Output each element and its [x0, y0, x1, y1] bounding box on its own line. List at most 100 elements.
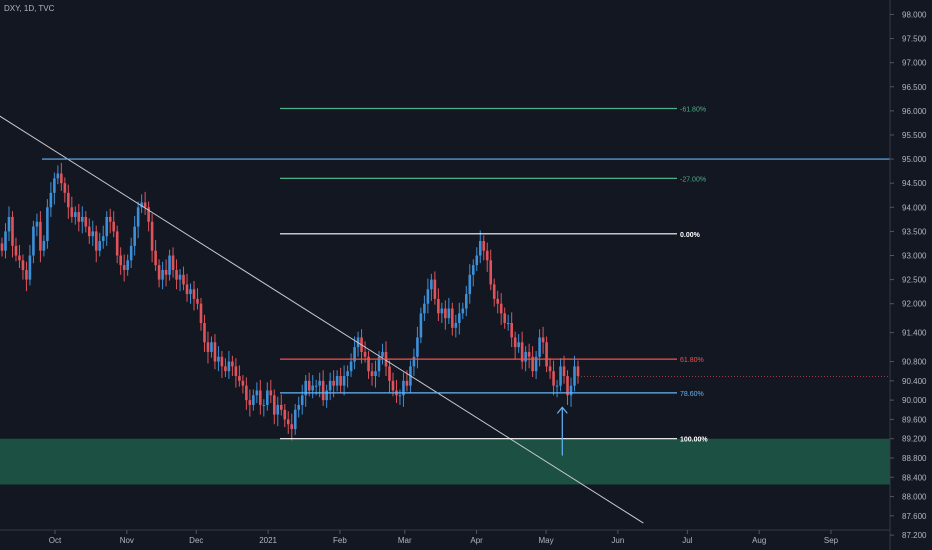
candle-body: [231, 361, 234, 367]
candle-body: [433, 279, 437, 299]
price-tick-label: 93.000: [902, 252, 927, 261]
price-tick-label: 95.500: [902, 131, 927, 140]
price-axis[interactable]: 98.000 97.500 97.000 96.500 96.000 95.500 95.0…: [889, 0, 932, 550]
price-tick-label: 91.400: [902, 329, 927, 338]
candle-body: [318, 380, 321, 386]
candle-body: [279, 404, 283, 410]
candle-body: [171, 255, 175, 270]
candle-body: [283, 409, 287, 420]
price-tick-label: 96.500: [902, 83, 927, 92]
fib-level-label: -61.80%: [680, 106, 706, 113]
price-axis-bg: [890, 0, 932, 550]
candle-body: [224, 366, 227, 372]
symbol-label: DXY, 1D, TVC: [4, 4, 55, 13]
candle-body: [562, 366, 566, 377]
candle-body: [482, 241, 486, 251]
candle-body: [576, 366, 580, 377]
candle-body: [510, 322, 513, 338]
candle-body: [248, 400, 252, 405]
candle-body: [496, 298, 500, 304]
candle-body: [307, 380, 311, 391]
candle-body: [559, 366, 562, 386]
candle-body: [541, 337, 545, 343]
candle-body: [464, 294, 468, 309]
candle-body: [67, 192, 70, 208]
price-tick-label: 93.500: [902, 227, 927, 236]
candle-body: [14, 245, 18, 256]
candle-body: [56, 173, 60, 179]
candle-body: [32, 226, 35, 256]
time-axis[interactable]: Oct Nov Dec 2021 Feb Mar Apr May Jun Jul Aug Sep: [0, 529, 890, 545]
candle-body: [381, 351, 384, 357]
candle-body: [122, 265, 126, 270]
candle-body: [552, 371, 555, 386]
candle-body: [398, 395, 402, 397]
candle-body: [377, 356, 381, 372]
candle-body: [454, 322, 458, 328]
candle-body: [245, 385, 248, 401]
candle-body: [513, 337, 517, 348]
candle-body: [105, 216, 109, 237]
candle-body: [140, 202, 143, 208]
candle-body: [304, 380, 308, 396]
candle-body: [478, 241, 482, 256]
fib-level-label: -27.00%: [680, 176, 706, 183]
candle-body: [0, 243, 4, 251]
candle-body: [164, 269, 168, 275]
price-tick-label: 89.200: [902, 435, 927, 444]
candle-body: [185, 284, 189, 295]
candle-body: [503, 313, 506, 323]
price-tick-label: 88.400: [902, 473, 927, 482]
candle-body: [286, 419, 290, 425]
candle-body: [430, 279, 433, 290]
candle-body: [272, 395, 276, 415]
candle-body: [269, 390, 273, 396]
candle-body: [25, 269, 28, 280]
price-tick-label: 95.000: [902, 155, 927, 164]
time-tick-label: Mar: [398, 536, 412, 545]
candle-body: [189, 289, 192, 295]
candle-body: [136, 207, 140, 227]
time-tick-label: May: [539, 536, 554, 545]
candle-body: [203, 322, 206, 343]
candle-body: [206, 342, 210, 352]
candle-body: [451, 308, 454, 328]
candle-body: [28, 255, 32, 280]
price-tick-label: 92.000: [902, 300, 927, 309]
candle-body: [11, 216, 14, 246]
fib-level-label: 100.00%: [680, 437, 708, 444]
candle-body: [290, 424, 294, 430]
candles-layer: [0, 162, 580, 441]
time-tick-label: Jul: [682, 536, 692, 545]
time-tick-label: Oct: [49, 536, 62, 545]
candle-body: [255, 390, 259, 396]
candle-body: [314, 385, 318, 387]
candle-body: [527, 351, 531, 357]
candle-body: [328, 380, 332, 391]
candle-body: [60, 173, 63, 184]
candle-body: [126, 260, 129, 270]
candle-body: [332, 380, 335, 386]
candle-body: [35, 221, 39, 227]
candle-body: [42, 241, 46, 251]
time-tick-label: Aug: [752, 536, 766, 545]
candle-body: [46, 207, 49, 242]
candle-body: [143, 202, 147, 208]
candle-body: [499, 303, 503, 314]
candle-body: [220, 356, 224, 367]
candle-body: [517, 342, 520, 348]
candle-body: [178, 274, 182, 280]
candle-body: [213, 342, 217, 362]
fib-level-label: 78.60%: [680, 391, 704, 398]
candle-body: [63, 183, 67, 193]
candle-body: [276, 404, 280, 415]
candle-body: [115, 231, 119, 256]
candle-body: [74, 212, 77, 217]
price-tick-label: 98.000: [902, 10, 927, 19]
candle-body: [241, 380, 245, 386]
candle-body: [119, 255, 122, 266]
price-tick-label: 89.600: [902, 415, 927, 424]
time-tick-label: Jun: [611, 536, 624, 545]
candle-body: [349, 361, 353, 372]
